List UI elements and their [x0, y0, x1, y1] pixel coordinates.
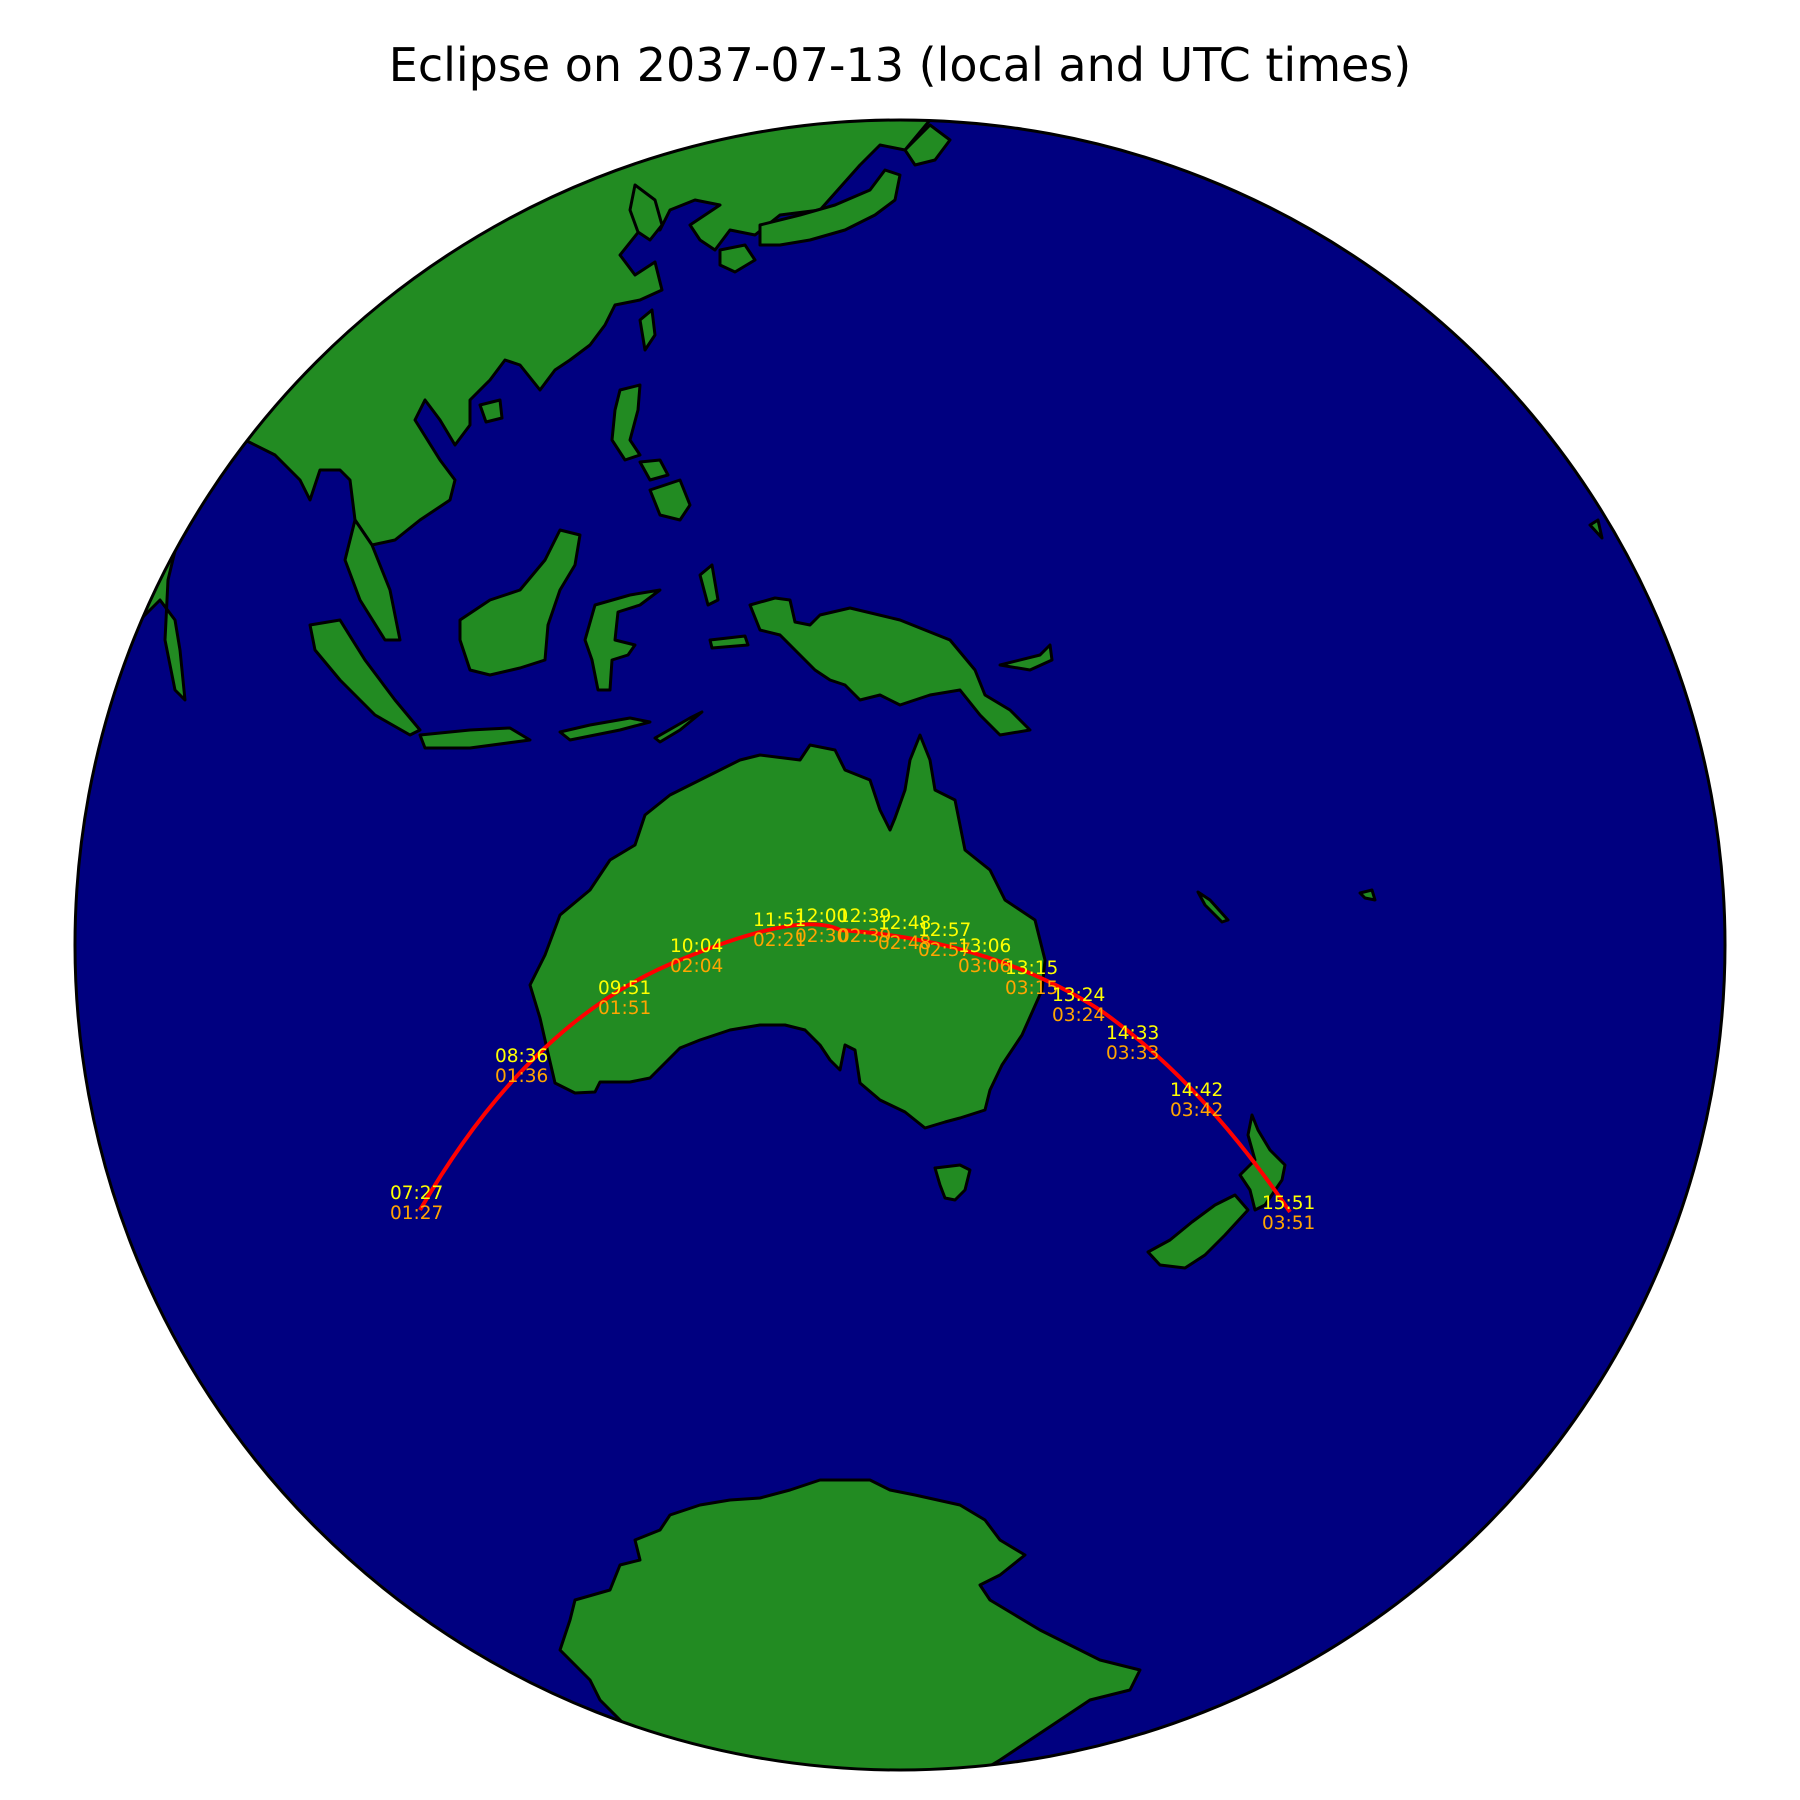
path-label-utc-p6: 02:30	[795, 926, 848, 947]
land-korea	[628, 183, 664, 242]
land-australia	[528, 733, 1047, 1130]
land-new-britain	[998, 643, 1054, 672]
land-japan-honshu	[758, 168, 902, 247]
path-label-utc-p3: 01:51	[598, 998, 651, 1019]
path-label-utc-p13: 03:33	[1106, 1043, 1159, 1064]
land-timor	[653, 710, 704, 744]
path-label-utc-p15: 03:51	[1262, 1213, 1315, 1234]
path-label-local-p5: 11:51	[753, 910, 806, 931]
page-title: Eclipse on 2037-07-13 (local and UTC tim…	[388, 38, 1412, 92]
land-hainan	[478, 398, 504, 424]
land-far-east-edge	[1588, 518, 1604, 540]
land-new-guinea	[748, 596, 1032, 737]
land-lesser-sunda	[558, 716, 652, 742]
path-label-local-p1: 07:27	[390, 1183, 443, 1204]
land-tasmania	[933, 1163, 972, 1202]
land-philippines-visayas	[638, 458, 670, 482]
land-taiwan	[638, 308, 657, 352]
land-sumatra	[308, 618, 422, 737]
land-malay-peninsula	[343, 518, 402, 642]
land-halmahera	[698, 563, 720, 607]
path-label-utc-p1: 01:27	[390, 1203, 443, 1224]
globe-outline	[73, 118, 1727, 1772]
land-new-zealand-south	[1146, 1193, 1250, 1270]
path-label-utc-p9: 02:57	[918, 940, 971, 961]
path-label-local-p15: 15:51	[1262, 1193, 1315, 1214]
path-label-utc-p12: 03:24	[1052, 1005, 1105, 1026]
path-label-utc-p11: 03:15	[1005, 978, 1058, 999]
path-label-utc-p8: 02:48	[878, 933, 931, 954]
path-label-local-p12: 13:24	[1052, 985, 1105, 1006]
path-label-utc-p5: 02:21	[753, 930, 806, 951]
land-antarctica	[558, 1478, 1142, 1770]
path-label-local-p2: 08:36	[495, 1046, 548, 1067]
path-label-local-p13: 14:33	[1106, 1023, 1159, 1044]
path-label-utc-p7: 02:39	[838, 926, 891, 947]
path-label-local-p4: 10:04	[670, 936, 723, 957]
land-borneo	[458, 528, 582, 677]
land-japan-hokkaido	[903, 123, 952, 167]
path-label-local-p7: 12:39	[838, 906, 891, 927]
path-label-local-p6: 12:00	[795, 906, 848, 927]
land-vanuatu	[1358, 888, 1377, 902]
eclipse-path-line	[418, 922, 1292, 1214]
land-java	[418, 726, 532, 750]
path-label-local-p8: 12:48	[878, 913, 931, 934]
path-label-local-p9: 12:57	[918, 920, 971, 941]
path-label-local-p11: 13:15	[1005, 958, 1058, 979]
path-label-local-p14: 14:42	[1170, 1080, 1223, 1101]
land-philippines-luzon	[610, 383, 642, 462]
path-label-utc-p2: 01:36	[495, 1066, 548, 1087]
land-sulawesi	[583, 588, 662, 692]
path-label-local-p10: 13:06	[958, 936, 1011, 957]
path-label-utc-p10: 03:06	[958, 956, 1011, 977]
land-new-caledonia	[1196, 890, 1230, 924]
path-label-utc-p4: 02:04	[670, 956, 723, 977]
land-seram	[708, 634, 750, 650]
path-label-local-p3: 09:51	[598, 978, 651, 999]
land-japan-kyushu	[718, 243, 757, 274]
land-philippines-mindanao	[648, 478, 692, 522]
path-label-utc-p14: 03:42	[1170, 1100, 1223, 1121]
